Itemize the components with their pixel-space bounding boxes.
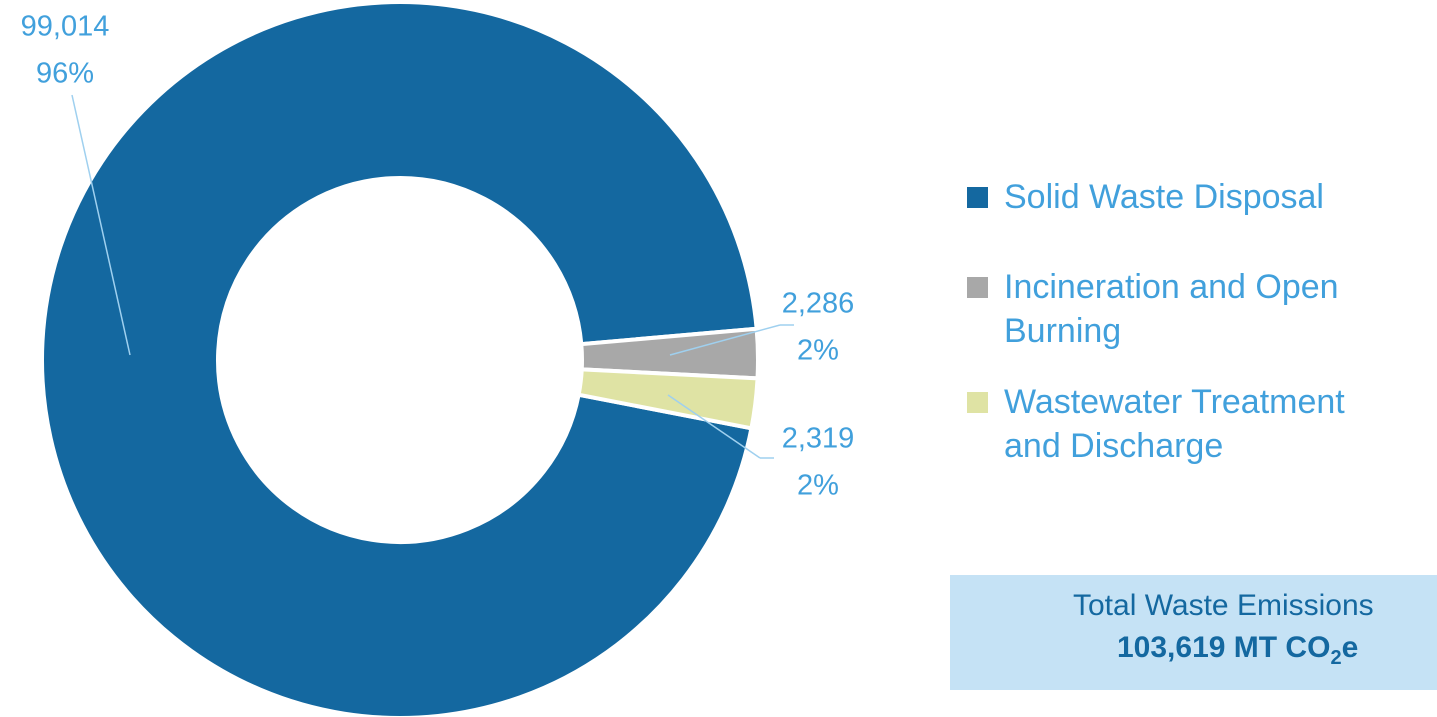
total-suffix: e [1341, 631, 1359, 664]
legend-item: Solid Waste Disposal [967, 175, 1397, 219]
value-label: 2,286 [782, 288, 855, 320]
legend-label: Incineration and Open Burning [1004, 268, 1339, 350]
slice [40, 0, 759, 717]
value-label: 2,319 [782, 423, 855, 455]
legend-swatch [967, 277, 988, 298]
percent-label: 96% [36, 58, 94, 90]
percent-label: 2% [797, 470, 839, 502]
leader-line [71, 94, 131, 356]
legend-label: Wastewater Treatment and Discharge [1004, 383, 1345, 465]
leader-line [669, 324, 781, 356]
donut-chart: 99,014 96% 2,286 2% 2,319 2% [21, 0, 855, 717]
legend-swatch [967, 187, 988, 208]
leader-line [667, 394, 761, 459]
total-label: Total Waste Emissions [1073, 589, 1374, 622]
legend-item: Incineration and Open Burning [967, 265, 1397, 353]
legend-label: Solid Waste Disposal [1004, 178, 1324, 216]
percent-label: 2% [797, 335, 839, 367]
slice [576, 367, 760, 431]
legend-item: Wastewater Treatment and Discharge [967, 380, 1397, 468]
value-label: 99,014 [21, 11, 110, 43]
legend-swatch [967, 392, 988, 413]
total-value-text: 103,619 MT CO [1117, 631, 1331, 664]
total-subscript: 2 [1330, 647, 1342, 669]
total-box: Total Waste Emissions 103,619 MT CO2e [950, 575, 1437, 690]
total-value: 103,619 MT CO2e [1117, 631, 1358, 670]
